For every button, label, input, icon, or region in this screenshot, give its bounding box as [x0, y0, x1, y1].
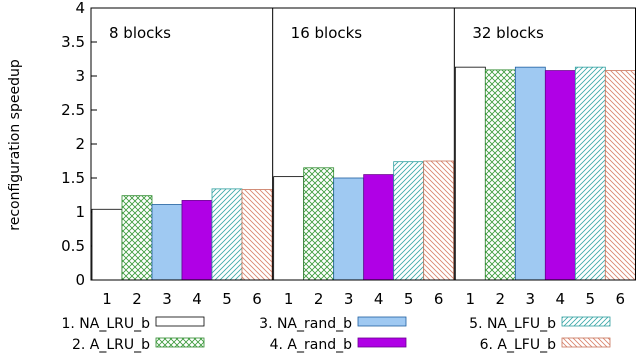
group-label: 8 blocks: [109, 24, 171, 42]
bar-groups: 8 blocks 16 blocks 32 blocks: [91, 24, 636, 281]
legend-label: 5. NA_LFU_b: [469, 316, 556, 332]
x-tick-label: 6: [434, 290, 444, 308]
x-tick-label: 1: [466, 290, 476, 308]
bar-group: 16 blocks: [273, 24, 455, 281]
x-tick-label: 3: [526, 290, 536, 308]
y-tick-label: 1.5: [61, 169, 85, 187]
x-tick-label: 3: [162, 290, 172, 308]
bar: [303, 167, 335, 281]
bar: [333, 177, 365, 281]
bar: [211, 188, 243, 281]
legend-item: 1. NA_LRU_b: [61, 316, 205, 332]
x-tick-label: 4: [192, 290, 202, 308]
y-tick-label: 0: [75, 271, 85, 289]
group-label: 32 blocks: [472, 24, 544, 42]
legend-label: 1. NA_LRU_b: [61, 316, 150, 332]
x-tick-label: 4: [556, 290, 566, 308]
bar: [544, 70, 576, 281]
bar: [91, 208, 123, 281]
bar: [273, 176, 305, 281]
legend-swatch: [561, 316, 611, 327]
y-tick-label: 3.5: [61, 33, 85, 51]
x-tick-label: 6: [616, 290, 626, 308]
y-tick-label: 3: [75, 67, 85, 85]
y-tick-label: 2: [75, 135, 85, 153]
x-tick-label: 4: [374, 290, 384, 308]
x-tick-label: 6: [252, 290, 262, 308]
y-tick-label: 4: [75, 0, 85, 17]
legend: 1. NA_LRU_b 2. A_LRU_b 3. NA_rand_b 4. A_ra…: [61, 316, 611, 353]
bar: [514, 66, 546, 281]
x-tick-label: 2: [314, 290, 324, 308]
bar: [151, 204, 183, 281]
bar: [363, 174, 395, 281]
x-axis-ticks: 1 2 3 4 5 6 1 2 3 4 5 6 1 2 3 4 5 6: [102, 290, 625, 308]
legend-item: 3. NA_rand_b: [259, 316, 407, 332]
legend-label: 2. A_LRU_b: [72, 337, 150, 353]
legend-label: 4. A_rand_b: [270, 337, 352, 353]
x-tick-label: 5: [404, 290, 414, 308]
x-tick-label: 3: [344, 290, 354, 308]
bar-group: 32 blocks: [454, 24, 636, 281]
legend-swatch: [155, 316, 205, 327]
y-tick-label: 2.5: [61, 101, 85, 119]
bar: [454, 66, 486, 281]
x-tick-label: 1: [284, 290, 294, 308]
x-tick-label: 5: [222, 290, 232, 308]
bar: [484, 69, 516, 281]
bar: [121, 195, 153, 281]
legend-swatch: [561, 337, 611, 348]
y-tick-label: 0.5: [61, 237, 85, 255]
bar: [423, 160, 455, 281]
x-tick-label: 2: [132, 290, 142, 308]
group-label: 16 blocks: [291, 24, 363, 42]
legend-item: 4. A_rand_b: [270, 337, 407, 353]
bar: [181, 200, 213, 281]
legend-swatch: [357, 337, 407, 348]
y-axis-title: reconfiguration speedup: [7, 59, 23, 231]
x-tick-label: 2: [496, 290, 506, 308]
legend-item: 2. A_LRU_b: [72, 337, 205, 353]
bar-group: 8 blocks: [91, 24, 273, 281]
bar: [604, 70, 636, 281]
legend-label: 6. A_LFU_b: [480, 337, 556, 353]
y-axis-ticks: 0 0.5 1 1.5 2 2.5 3 3.5 4: [61, 0, 97, 289]
bar: [574, 66, 606, 281]
bar: [393, 161, 425, 281]
legend-swatch: [155, 337, 205, 348]
y-tick-label: 1: [75, 203, 85, 221]
legend-label: 3. NA_rand_b: [259, 316, 352, 332]
x-tick-label: 5: [586, 290, 596, 308]
bar: [241, 189, 273, 281]
x-tick-label: 1: [102, 290, 112, 308]
legend-item: 5. NA_LFU_b: [469, 316, 611, 332]
legend-swatch: [357, 316, 407, 327]
legend-item: 6. A_LFU_b: [480, 337, 611, 353]
